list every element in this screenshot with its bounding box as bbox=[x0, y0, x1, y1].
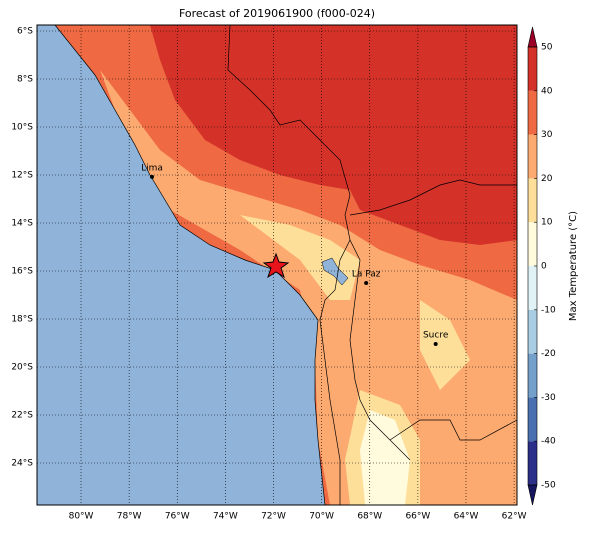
colorbar-tick-label: 40 bbox=[541, 86, 553, 96]
colorbar-segment bbox=[528, 266, 537, 310]
colorbar-tick-label: 20 bbox=[541, 174, 553, 184]
colorbar-segment bbox=[528, 353, 537, 398]
colorbar-tick-label: -10 bbox=[541, 305, 556, 315]
colorbar-tick-label: 50 bbox=[541, 43, 553, 53]
lat-label: 18°S bbox=[11, 315, 33, 325]
map-frame bbox=[36, 24, 518, 506]
lat-label: 22°S bbox=[11, 411, 33, 421]
colorbar-segment bbox=[528, 397, 537, 442]
colorbar-tick-label: -40 bbox=[541, 437, 556, 447]
colorbar-tick-label: 0 bbox=[541, 262, 547, 272]
lon-label: 68°W bbox=[357, 512, 382, 522]
lon-label: 74°W bbox=[213, 512, 238, 522]
title: Forecast of 2019061900 (f000-024) bbox=[179, 7, 375, 20]
colorbar-segment bbox=[528, 134, 537, 179]
colorbar-tick-label: -20 bbox=[541, 349, 556, 359]
contour-20 bbox=[100, 70, 517, 505]
colorbar-tick-label: 30 bbox=[541, 130, 553, 140]
city-label: Lima bbox=[141, 163, 163, 173]
lat-label: 6°S bbox=[17, 27, 33, 37]
colorbar-tick-label: -50 bbox=[541, 481, 556, 491]
colorbar-segment bbox=[528, 309, 537, 354]
star-marker bbox=[262, 252, 290, 279]
colorbar-tick-label: -30 bbox=[541, 393, 556, 403]
lon-label: 66°W bbox=[405, 512, 430, 522]
colorbar-label: Max Temperature (°C) bbox=[568, 211, 579, 321]
lat-label: 10°S bbox=[11, 123, 33, 133]
contour-0 bbox=[360, 410, 410, 505]
colorbar-segment bbox=[528, 90, 537, 135]
colorbar-segment bbox=[528, 441, 537, 485]
lat-label: 20°S bbox=[11, 363, 33, 373]
lat-label: 14°S bbox=[11, 219, 33, 229]
lon-label: 70°W bbox=[309, 512, 334, 522]
colorbar-segment bbox=[528, 222, 537, 266]
city-dot bbox=[433, 341, 438, 346]
lon-label: 72°W bbox=[261, 512, 286, 522]
lon-label: 64°W bbox=[454, 512, 479, 522]
contour-10 bbox=[240, 215, 470, 505]
colorbar-over bbox=[527, 26, 538, 48]
lat-label: 12°S bbox=[11, 171, 33, 181]
lon-label: 80°W bbox=[69, 512, 94, 522]
city-dot bbox=[150, 174, 155, 179]
colorbar-segment bbox=[528, 47, 537, 91]
lon-label: 78°W bbox=[117, 512, 142, 522]
lon-label: 62°W bbox=[502, 512, 527, 522]
city-dot bbox=[364, 281, 369, 285]
lon-label: 76°W bbox=[165, 512, 190, 522]
borders bbox=[227, 25, 517, 505]
lat-label: 8°S bbox=[17, 75, 33, 85]
ocean bbox=[37, 25, 326, 505]
lat-label: 24°S bbox=[11, 459, 33, 469]
city-label: Sucre bbox=[423, 330, 449, 340]
colorbar-under bbox=[527, 484, 538, 506]
lat-label: 16°S bbox=[11, 267, 33, 277]
city-label: La Paz bbox=[352, 270, 381, 280]
colorbar-tick-label: 10 bbox=[541, 218, 553, 228]
colorbar-segment bbox=[528, 178, 537, 223]
